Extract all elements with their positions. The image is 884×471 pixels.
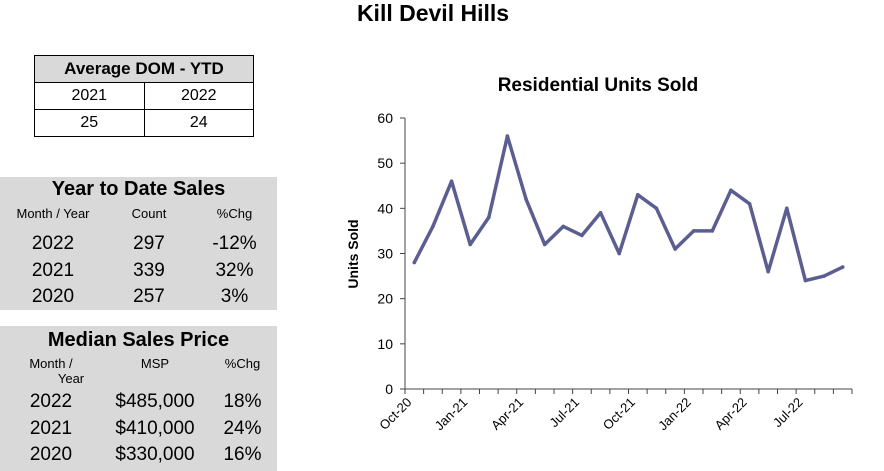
ytd-header-month-year: Month / Year (16, 206, 90, 221)
msp-header-year: Year (57, 371, 85, 386)
y-tick-label: 0 (385, 381, 393, 397)
data-point (580, 233, 584, 238)
chart-title: Residential Units Sold (498, 75, 699, 96)
data-point (822, 274, 826, 278)
data-point (785, 206, 789, 211)
data-point (524, 197, 528, 202)
data-point (542, 242, 547, 247)
msp-header-month: Month / (29, 356, 73, 371)
data-point (654, 206, 659, 211)
data-point (598, 211, 603, 215)
data-point (636, 193, 640, 197)
data-point (431, 224, 435, 229)
ytd-row-chg: 3% (220, 286, 249, 307)
page-title: Kill Devil Hills (356, 0, 510, 26)
dom-year-2022: 2022 (143, 82, 254, 110)
y-tick-label: 10 (377, 336, 393, 352)
msp-row-year: 2020 (29, 444, 73, 465)
ytd-row-count: 297 (133, 233, 165, 254)
msp-row-year: 2021 (29, 418, 73, 439)
msp-header-chg: %Chg (224, 356, 261, 371)
msp-row-price: $330,000 (115, 444, 195, 465)
dom-value-2022: 24 (143, 109, 254, 137)
data-point (803, 278, 808, 283)
ytd-row-chg: -12% (212, 233, 257, 254)
data-point (487, 215, 491, 220)
median-price-panel: Median Sales Price Month / Year MSP %Chg… (0, 326, 277, 471)
data-point (747, 202, 752, 206)
msp-row-chg: 18% (223, 391, 262, 412)
x-tick-label: Jan-22 (655, 395, 694, 434)
ytd-row-year: 2022 (31, 233, 75, 254)
ytd-row-year: 2020 (31, 286, 75, 307)
y-tick-label: 30 (377, 246, 393, 262)
msp-header-msp: MSP (140, 356, 170, 371)
ytd-header-chg: %Chg (216, 206, 253, 221)
x-tick-label: Jul-21 (546, 395, 582, 431)
data-point (412, 260, 417, 265)
ytd-row-chg: 32% (215, 260, 254, 281)
data-point (766, 269, 770, 274)
msp-row-price: $410,000 (115, 418, 195, 439)
msp-row-price: $485,000 (115, 391, 195, 412)
y-tick-label: 20 (377, 291, 393, 307)
data-point (710, 229, 715, 233)
y-tick-label: 60 (377, 110, 393, 126)
x-tick-label: Jan-21 (432, 395, 471, 434)
x-tick-label: Jul-22 (770, 395, 806, 431)
y-tick-label: 40 (377, 200, 393, 216)
data-point (468, 242, 473, 247)
data-point (505, 134, 510, 138)
msp-row-chg: 24% (223, 418, 262, 439)
msp-row-chg: 16% (223, 444, 262, 465)
ytd-row-year: 2021 (31, 260, 75, 281)
median-price-title: Median Sales Price (47, 329, 230, 351)
data-point (561, 224, 566, 229)
data-point (840, 265, 845, 269)
data-point (691, 229, 696, 233)
ytd-header-count: Count (131, 206, 167, 221)
chart-y-axis-label: Units Sold (345, 219, 361, 288)
average-dom-table: Average DOM - YTD 2021 2022 25 24 (34, 55, 254, 137)
x-tick-label: Oct-21 (600, 395, 638, 433)
dom-table-title: Average DOM - YTD (34, 55, 254, 83)
x-tick-label: Apr-21 (488, 395, 526, 433)
ytd-sales-title: Year to Date Sales (51, 178, 226, 200)
msp-row-year: 2022 (29, 391, 73, 412)
data-point (449, 179, 454, 183)
x-tick-label: Oct-20 (376, 395, 414, 433)
data-point (729, 188, 733, 193)
data-point (673, 247, 677, 251)
data-point (617, 251, 621, 256)
ytd-row-count: 339 (133, 260, 165, 281)
ytd-sales-panel: Year to Date Sales Month / Year Count %C… (0, 177, 277, 310)
series-line-units-sold (412, 134, 845, 283)
x-tick-label: Apr-22 (711, 395, 749, 433)
y-tick-label: 50 (377, 155, 393, 171)
ytd-row-count: 257 (133, 286, 165, 307)
